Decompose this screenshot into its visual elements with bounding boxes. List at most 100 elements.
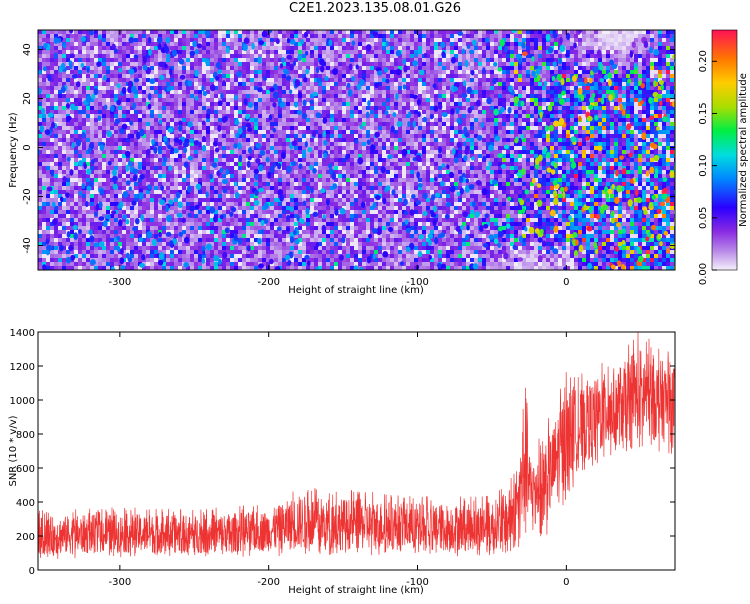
heatmap-cell [346,198,350,202]
heatmap-cell [170,250,174,254]
heatmap-cell [358,130,362,134]
heatmap-cell [142,70,146,74]
heatmap-cell [66,198,70,202]
heatmap-cell [246,226,250,230]
heatmap-cell [194,194,198,198]
heatmap-cell [54,78,58,82]
heatmap-cell [234,30,238,34]
heatmap-cell [234,114,238,118]
heatmap-cell [262,262,266,266]
heatmap-cell [110,190,114,194]
heatmap-cell [358,210,362,214]
heatmap-cell [118,46,122,50]
heatmap-cell [290,114,294,118]
heatmap-cell [126,78,130,82]
heatmap-cell [326,90,330,94]
heatmap-cell [334,142,338,146]
heatmap-cell [330,34,334,38]
heatmap-cell [318,94,322,98]
heatmap-cell [86,74,90,78]
heatmap-cell [86,222,90,226]
heatmap-cell [354,178,358,182]
heatmap-cell [150,178,154,182]
heatmap-cell [230,34,234,38]
heatmap-cell [290,194,294,198]
heatmap-cell [194,162,198,166]
heatmap-cell [226,42,230,46]
heatmap-cell [154,174,158,178]
heatmap-cell [106,258,110,262]
heatmap-cell [150,214,154,218]
heatmap-cell [234,54,238,58]
heatmap-cell [86,150,90,154]
heatmap-cell [106,126,110,130]
heatmap-cell [222,122,226,126]
heatmap-cell [110,226,114,230]
heatmap-cell [114,126,118,130]
heatmap-cell [262,138,266,142]
heatmap-cell [118,98,122,102]
heatmap-cell [198,34,202,38]
heatmap-cell [98,158,102,162]
heatmap-cell [42,118,46,122]
heatmap-cell [50,110,54,114]
heatmap-cell [146,218,150,222]
heatmap-cell [334,86,338,90]
heatmap-cell [154,70,158,74]
heatmap-cell [170,258,174,262]
heatmap-cell [94,150,98,154]
heatmap-cell [170,38,174,42]
heatmap-cell [362,90,366,94]
heatmap-cell [330,118,334,122]
heatmap-cell [314,122,318,126]
heatmap-cell [130,190,134,194]
heatmap-cell [50,118,54,122]
heatmap-cell [118,42,122,46]
heatmap-cell [326,150,330,154]
heatmap-cell [142,90,146,94]
heatmap-cell [54,166,58,170]
heatmap-cell [182,158,186,162]
heatmap-cell [158,170,162,174]
heatmap-cell [218,166,222,170]
heatmap-cell [250,130,254,134]
heatmap-cell [46,86,50,90]
heatmap-cell [102,178,106,182]
heatmap-cell [354,126,358,130]
heatmap-cell [210,258,214,262]
heatmap-cell [98,86,102,90]
heatmap-cell [286,194,290,198]
heatmap-cell [234,266,238,270]
heatmap-cell [194,258,198,262]
heatmap-cell [62,98,66,102]
heatmap-cell [298,190,302,194]
heatmap-cell [190,262,194,266]
heatmap-cell [190,90,194,94]
heatmap-cell [278,30,282,34]
heatmap-cell [326,54,330,58]
heatmap-cell [186,110,190,114]
heatmap-cell [90,42,94,46]
heatmap-cell [246,158,250,162]
heatmap-cell [58,198,62,202]
heatmap-cell [154,190,158,194]
heatmap-cell [42,114,46,118]
heatmap-cell [366,74,370,78]
heatmap-cell [362,30,366,34]
heatmap-cell [46,102,50,106]
heatmap-cell [298,262,302,266]
heatmap-cell [246,110,250,114]
heatmap-cell [210,170,214,174]
heatmap-cell [46,98,50,102]
heatmap-cell [334,118,338,122]
heatmap-cell [218,114,222,118]
heatmap-cell [66,142,70,146]
heatmap-cell [310,214,314,218]
heatmap-cell [138,34,142,38]
heatmap-cell [310,222,314,226]
heatmap-cell [314,110,318,114]
heatmap-cell [262,90,266,94]
heatmap-cell [318,38,322,42]
heatmap-cell [106,34,110,38]
heatmap-cell [162,130,166,134]
